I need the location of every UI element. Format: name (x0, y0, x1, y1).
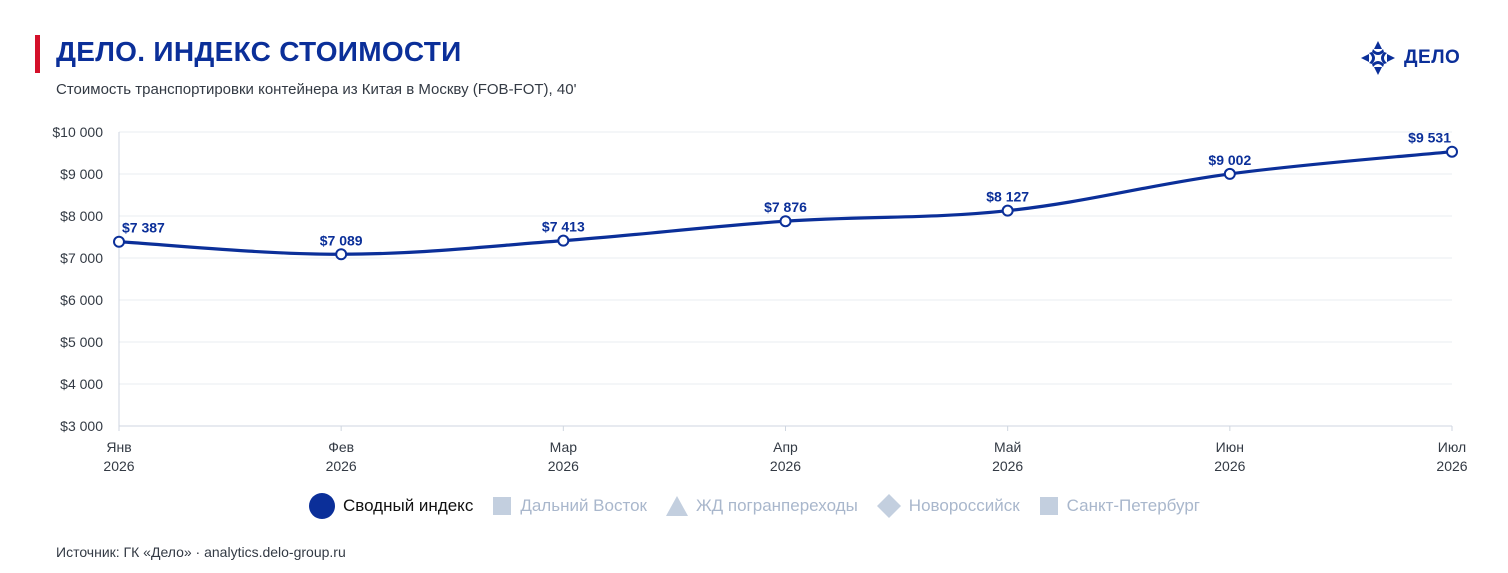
y-tick-label: $5 000 (60, 334, 103, 350)
x-tick-year-label: 2026 (103, 458, 134, 474)
x-tick-label: Янв (106, 439, 131, 455)
square-marker-icon (493, 497, 512, 515)
y-tick-label: $3 000 (60, 418, 103, 434)
x-tick-year-label: 2026 (1436, 458, 1467, 474)
data-point (1223, 167, 1236, 180)
x-tick-year-label: 2026 (992, 458, 1023, 474)
data-label: $7 876 (764, 199, 807, 215)
data-point (779, 215, 792, 228)
legend-item-spb[interactable]: Санкт-Петербург (1038, 495, 1200, 517)
triangle-marker-icon (665, 496, 688, 516)
delo-compass-icon (1361, 41, 1395, 75)
data-point (557, 234, 570, 247)
y-tick-label: $7 000 (60, 250, 103, 266)
chart-legend: Сводный индекс Дальний Восток ЖД погранп… (0, 492, 1508, 520)
x-tick-label: Апр (773, 439, 798, 455)
data-point (113, 235, 125, 248)
data-label: $9 002 (1208, 152, 1251, 168)
legend-label: Санкт-Петербург (1066, 496, 1200, 515)
x-tick-year-label: 2026 (770, 458, 801, 474)
data-label: $7 387 (122, 220, 165, 236)
page-title: ДЕЛО. ИНДЕКС СТОИМОСТИ (56, 36, 462, 67)
legend-label: Сводный индекс (342, 496, 474, 515)
x-tick-year-label: 2026 (326, 458, 357, 474)
data-label: $9 531 (1408, 130, 1451, 146)
diamond-marker-icon (876, 494, 901, 518)
y-tick-label: $8 000 (60, 208, 103, 224)
y-tick-label: $10 000 (52, 124, 103, 140)
legend-label: ЖД погранпереходы (695, 496, 858, 515)
data-label: $7 089 (320, 232, 363, 248)
x-tick-label: Фев (328, 439, 354, 455)
data-point (335, 248, 348, 261)
circle-marker-icon (308, 493, 335, 519)
y-tick-label: $4 000 (60, 376, 103, 392)
x-tick-label: Май (994, 439, 1021, 455)
logo-text: ДЕЛО (1404, 47, 1461, 68)
title-accent-bar (35, 35, 40, 73)
source-note: Источник: ГК «Дело» · analytics.delo-gro… (56, 544, 346, 560)
data-label: $7 413 (542, 219, 585, 235)
y-tick-label: $6 000 (60, 292, 103, 308)
x-tick-label: Мар (550, 439, 578, 455)
data-point (1001, 204, 1014, 217)
legend-label: Новороссийск (908, 496, 1020, 515)
y-tick-label: $9 000 (60, 166, 103, 182)
line-chart: $10 000 $9 000 $8 000 $7 000 $6 000 $5 000 $4 … (52, 124, 1467, 474)
x-tick-year-label: 2026 (1214, 458, 1245, 474)
legend-item-svodnyi[interactable]: Сводный индекс (308, 492, 473, 520)
legend-item-novorossiysk[interactable]: Новороссийск (876, 493, 1020, 519)
legend-item-dalniy-vostok[interactable]: Дальний Восток (491, 495, 647, 517)
x-tick-label: Июн (1216, 439, 1244, 455)
x-tick-label: Июл (1438, 439, 1466, 455)
legend-item-zhd[interactable]: ЖД погранпереходы (665, 495, 858, 517)
page-subtitle: Стоимость транспортировки контейнера из … (56, 81, 577, 98)
logo: ДЕЛО (1360, 40, 1460, 76)
data-label: $8 127 (986, 189, 1029, 205)
x-tick-year-label: 2026 (548, 458, 579, 474)
data-point (1446, 145, 1458, 158)
legend-label: Дальний Восток (520, 496, 647, 515)
square-marker-icon (1039, 497, 1058, 515)
